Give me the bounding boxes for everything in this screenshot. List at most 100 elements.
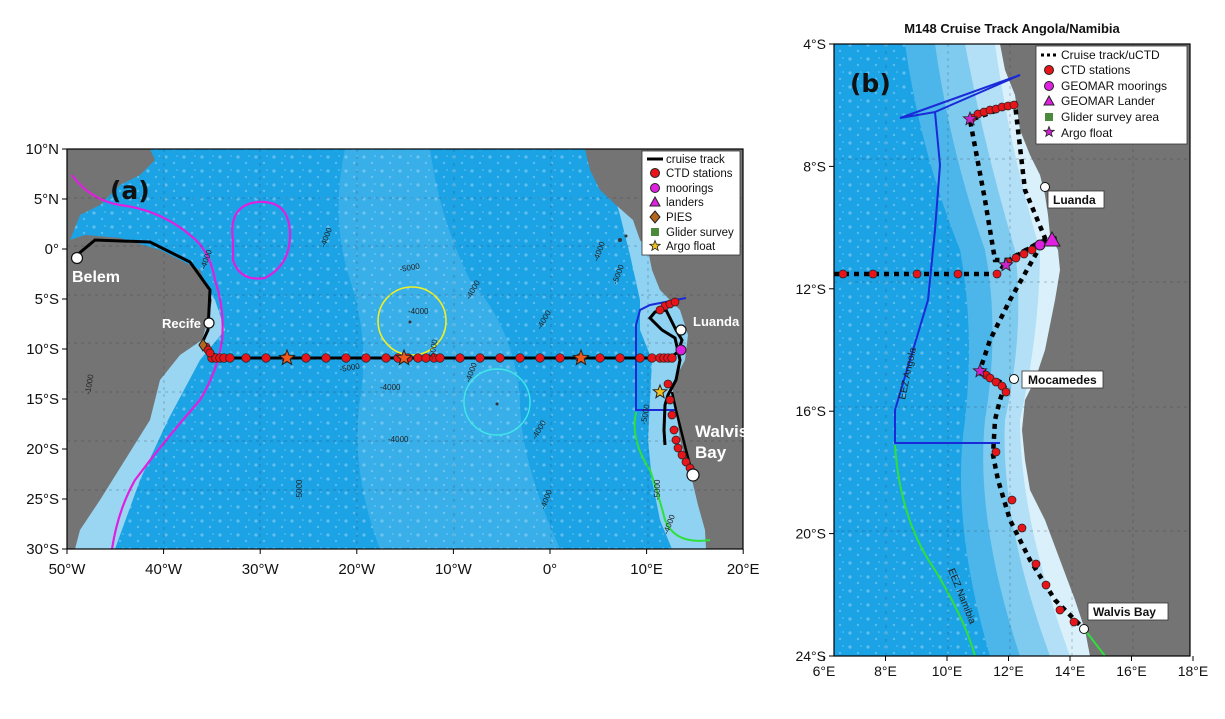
angola-eez-boundary-b xyxy=(894,74,1021,444)
panel-a-label: (a) xyxy=(110,176,150,205)
lon-tick-label: 40°W xyxy=(145,561,183,578)
walvis-bay-port-marker xyxy=(686,468,700,482)
lat-ticks-a: 10°N 5°N 0° 5°S 10°S 15°S 20°S 25°S 30°S xyxy=(25,141,67,558)
legend-b-label: Argo float xyxy=(1061,126,1113,140)
lat-tick-label-b: 4°S xyxy=(803,36,826,52)
ctd-station-marker-b xyxy=(997,381,1007,391)
lat-tick-label-b: 20°S xyxy=(795,526,826,542)
ctd-station-marker xyxy=(635,353,645,363)
ctd-station-marker-b xyxy=(838,269,848,279)
ctd-station-marker-b xyxy=(1031,559,1041,569)
lon-tick-label-b: 18°E xyxy=(1178,663,1209,679)
lat-tick-label: 5°N xyxy=(34,191,59,208)
ctd-station-marker xyxy=(663,379,673,389)
ctd-stations-a xyxy=(201,297,695,473)
lon-tick-label: 10°E xyxy=(630,561,663,578)
lat-tick-label-b: 12°S xyxy=(795,281,826,297)
legend-ctd-swatch xyxy=(650,168,660,178)
legend-pies-swatch xyxy=(649,210,661,224)
lon-tick-label: 50°W xyxy=(49,561,87,578)
legend-label: moorings xyxy=(666,183,714,195)
legend-b: Cruise track/uCTD CTD stations GEOMAR mo… xyxy=(1035,45,1188,145)
ctd-station-marker-b xyxy=(912,269,922,279)
panel-b-label: (b) xyxy=(850,69,891,98)
ctd-station-marker xyxy=(495,353,505,363)
legend-label: CTD stations xyxy=(666,168,733,180)
lat-tick-label: 20°S xyxy=(26,441,59,458)
legend-b-label: GEOMAR Lander xyxy=(1061,94,1155,108)
island-eez-boundary xyxy=(231,200,292,280)
lon-ticks-a: 50°W 40°W 30°W 20°W 10°W 0° 10°E 20°E xyxy=(49,549,760,578)
namibia-eez-boundary-b xyxy=(894,444,976,656)
ctd-station-marker-b xyxy=(991,377,1001,387)
ctd-station-marker xyxy=(535,353,545,363)
brazil-eez-boundary xyxy=(71,174,224,549)
mocamedes-label-b: Mocamedes xyxy=(1028,373,1097,387)
luanda-label-box-b: Luanda xyxy=(1047,190,1105,209)
walvis-label-line1: Walvis xyxy=(695,422,748,441)
ctd-station-marker-b xyxy=(1027,245,1037,255)
legend-label: Glider survey xyxy=(666,227,734,239)
lon-tick-label-b: 8°E xyxy=(874,663,897,679)
belem-port-marker xyxy=(70,251,84,265)
lon-tick-label: 0° xyxy=(543,561,557,578)
walvis-bay-port-marker-b xyxy=(1079,624,1089,634)
ctd-station-marker-b xyxy=(953,269,963,279)
angola-eez-north-b xyxy=(934,74,1021,113)
lat-tick-label: 30°S xyxy=(26,541,59,558)
lat-tick-label: 10°N xyxy=(25,141,59,158)
lat-tick-label: 0° xyxy=(45,241,59,258)
ctd-station-marker xyxy=(205,348,215,358)
ctd-station-marker-b xyxy=(1011,253,1021,263)
lon-tick-label-b: 10°E xyxy=(932,663,963,679)
ctd-station-marker-b xyxy=(1055,605,1065,615)
angola-eez-boundary-a xyxy=(635,297,687,411)
argo-float-marker xyxy=(395,348,413,366)
ctd-station-marker xyxy=(515,353,525,363)
legend-b-label: CTD stations xyxy=(1061,63,1130,77)
ctd-station-marker-b xyxy=(868,269,878,279)
ctd-station-marker-b xyxy=(1069,617,1079,627)
walvis-label-box-b: Walvis Bay xyxy=(1087,602,1169,621)
ctd-station-marker-b xyxy=(1041,580,1051,590)
legend-label: cruise track xyxy=(666,154,725,166)
yellow-circle xyxy=(377,286,447,356)
grid-lines-b xyxy=(834,44,1190,656)
grid-lines xyxy=(67,149,743,549)
argo-float-marker xyxy=(278,348,296,366)
ctd-station-marker xyxy=(655,305,665,315)
lat-tick-label: 15°S xyxy=(26,391,59,408)
legend-label: Argo float xyxy=(666,241,716,253)
lat-tick-label-b: 8°S xyxy=(803,158,826,174)
legend-a: cruise track CTD stations moorings lande… xyxy=(641,150,741,256)
south-america-land xyxy=(67,149,212,549)
island xyxy=(618,238,622,242)
africa-land-b xyxy=(1000,44,1190,656)
pies-marker xyxy=(198,338,208,352)
lat-tick-label: 10°S xyxy=(26,341,59,358)
panel-b-title: M148 Cruise Track Angola/Namibia xyxy=(904,21,1120,36)
legend-b-label: Cruise track/uCTD xyxy=(1061,48,1160,62)
luanda-label: Luanda xyxy=(693,314,740,329)
legend-b-label: Glider survey area xyxy=(1061,110,1159,124)
island xyxy=(495,402,499,406)
recife-port-marker xyxy=(203,317,215,329)
ctd-station-marker-b xyxy=(1009,100,1019,110)
lon-tick-label-b: 6°E xyxy=(813,663,836,679)
cruise-track-b xyxy=(834,100,1087,632)
contour-label: -4000 xyxy=(388,435,409,444)
lon-ticks-b: 6°E 8°E 10°E 12°E 14°E 16°E 18°E xyxy=(813,656,1209,679)
lon-tick-label: 20°E xyxy=(727,561,760,578)
lat-tick-label: 25°S xyxy=(26,491,59,508)
ctd-station-marker xyxy=(673,443,683,453)
namibia-eez-boundary-a xyxy=(633,411,711,542)
lon-tick-label-b: 16°E xyxy=(1116,663,1147,679)
legend-mooring-swatch xyxy=(650,183,660,193)
ctd-station-marker xyxy=(615,353,625,363)
ctd-station-marker xyxy=(225,353,235,363)
ctd-station-marker xyxy=(595,353,605,363)
contour-label: -5000 xyxy=(653,479,662,500)
mooring-marker-b xyxy=(1034,239,1046,251)
ctd-station-marker xyxy=(321,353,331,363)
ctd-station-marker xyxy=(669,425,679,435)
